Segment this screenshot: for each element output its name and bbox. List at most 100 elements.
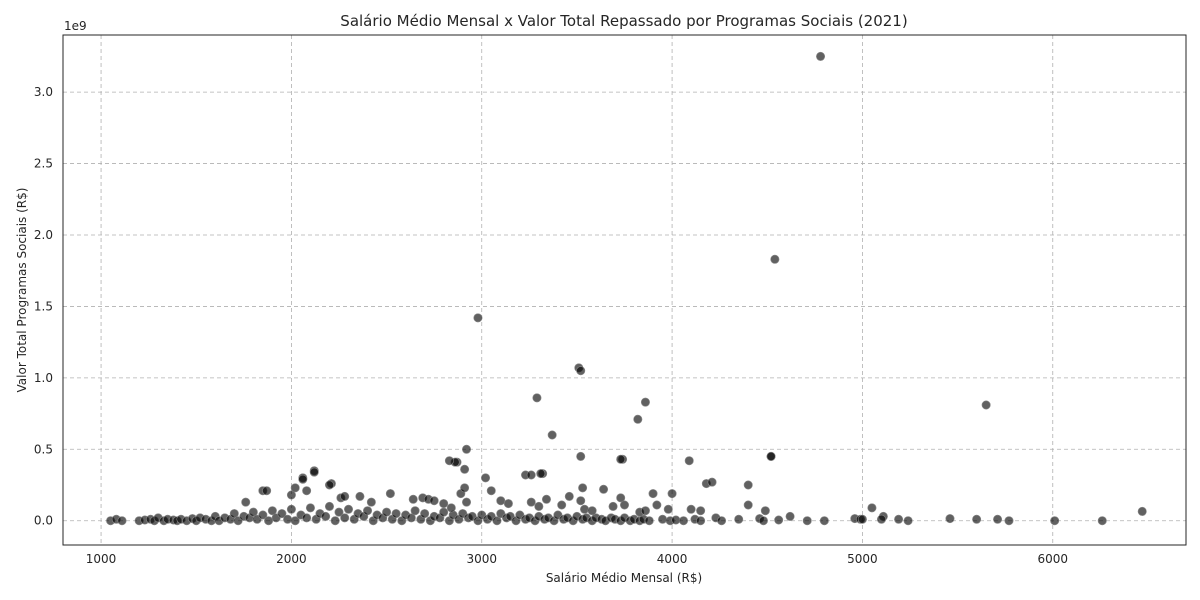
scatter-point [696,506,706,516]
scatter-point [473,313,483,323]
scatter-point [406,513,416,523]
scatter-point [462,497,472,507]
scatter-point [334,507,344,517]
scatter-point [640,506,650,516]
scatter-point [290,516,300,526]
scatter-point [262,486,272,496]
scatter-point [385,489,395,499]
y-tick-label: 0.5 [34,442,53,456]
scatter-point [619,500,629,510]
scatter-point [640,397,650,407]
scatter-point [355,491,365,501]
scatter-point [321,511,331,521]
scatter-point [587,506,597,516]
scatter-point [578,483,588,493]
scatter-point [258,510,268,520]
y-tick-label: 2.5 [34,157,53,171]
scatter-point [229,509,239,519]
scatter-point [420,509,430,519]
x-axis-ticks: 1000 2000 3000 4000 5000 6000 [86,552,1068,566]
x-tick-label: 5000 [847,552,878,566]
scatter-point [492,516,502,526]
scatter-point [460,464,470,474]
scatter-point [743,480,753,490]
scatter-point [679,516,689,526]
scatter-point [444,456,454,466]
y-axis-label: Valor Total Programas Sociais (R$) [15,188,29,393]
plot-frame [62,34,1187,546]
scatter-point [534,501,544,511]
scatter-point [290,483,300,493]
scatter-point [340,513,350,523]
scatter-point [760,506,770,516]
grid-lines [63,35,1186,545]
scatter-point [1050,516,1060,526]
scatter-point [894,514,904,524]
scatter-point [391,509,401,519]
scatter-point [408,494,418,504]
scatter-point [608,501,618,511]
scatter-point [766,451,776,461]
scatter-point [302,486,312,496]
y-tick-label: 3.0 [34,85,53,99]
scatter-point [743,500,753,510]
scatter-point [532,393,542,403]
scatter-point [785,511,795,521]
scatter-point [576,496,586,506]
chart-title: Salário Médio Mensal x Valor Total Repas… [340,12,907,30]
scatter-point [264,516,274,526]
scatter-point [547,430,557,440]
scatter-point [972,514,982,524]
scatter-point [945,514,955,524]
y-axis-ticks: 0.0 0.5 1.0 1.5 2.0 2.5 3.0 [34,85,53,528]
scatter-point [576,366,586,376]
scatter-point [330,516,340,526]
scatter-point [410,506,420,516]
scatter-point [496,496,506,506]
scatter-point [302,513,312,523]
scatter-point [382,507,392,517]
scatter-point [770,254,780,264]
scatter-point [652,500,662,510]
scatter-point [1097,516,1107,526]
scatter-point [462,444,472,454]
scatter-point [648,489,658,499]
scatter-point [481,473,491,483]
x-tick-label: 4000 [657,552,688,566]
y-tick-label: 1.0 [34,371,53,385]
scatter-point [658,514,668,524]
scatter-point [557,500,567,510]
scatter-point [616,454,626,464]
scatter-point [696,516,706,526]
scatter-point [286,504,296,514]
scatter-point [1004,516,1014,526]
scatter-point [305,503,315,513]
scatter-point [366,497,376,507]
scatter-point [616,493,626,503]
scatter-point [324,480,334,490]
data-points [106,51,1147,526]
scatter-point [876,514,886,524]
x-tick-label: 3000 [466,552,497,566]
x-axis-label: Salário Médio Mensal (R$) [546,571,702,585]
scatter-point [564,491,574,501]
scatter-point [857,514,867,524]
scatter-point [802,516,812,526]
scatter-point [340,491,350,501]
scatter-point [663,504,673,514]
scatter-point [439,507,449,517]
scatter-point [580,504,590,514]
scatter-point [576,451,586,461]
scatter-point [283,514,293,524]
scatter-point [286,490,296,500]
scatter-point [644,516,654,526]
scatter-point [671,515,681,525]
scatter-point [439,499,449,509]
scatter-point [819,516,829,526]
x-tick-label: 2000 [276,552,307,566]
y-tick-label: 0.0 [34,514,53,528]
scatter-point [344,504,354,514]
scatter-point [903,516,913,526]
scatter-point [686,504,696,514]
